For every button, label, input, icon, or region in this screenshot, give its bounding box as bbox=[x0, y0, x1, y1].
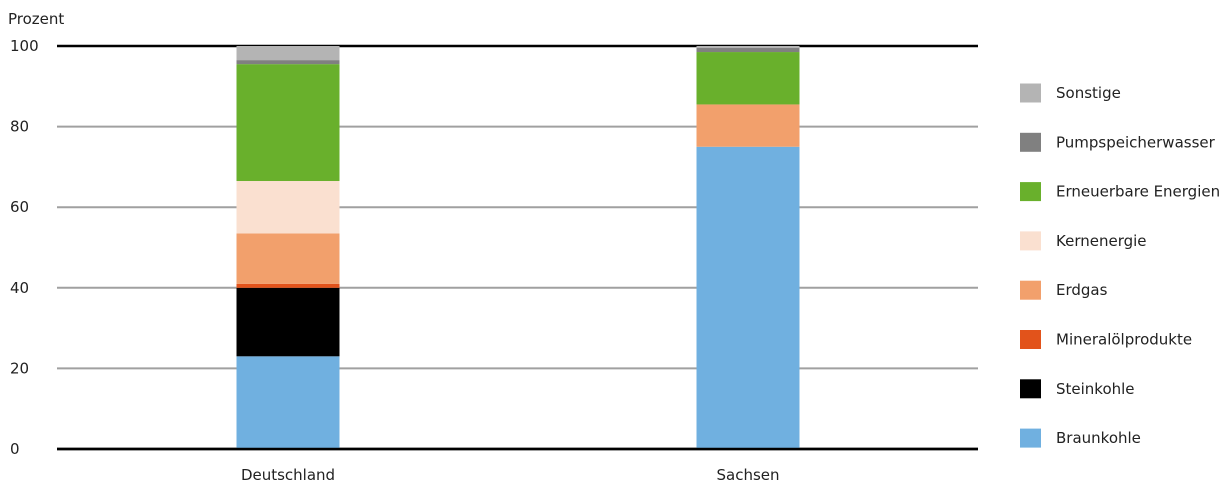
y-tick-label: 80 bbox=[10, 118, 29, 136]
category-label: Deutschland bbox=[241, 466, 335, 484]
grid-lines bbox=[57, 44, 978, 451]
legend-swatch bbox=[1020, 280, 1041, 300]
bar-segment-deutschland-1 bbox=[236, 287, 340, 357]
legend-label: Erdgas bbox=[1056, 281, 1108, 299]
bar-segment-deutschland-2 bbox=[236, 283, 340, 288]
legend-label: Erneuerbare Energien bbox=[1056, 183, 1220, 201]
legend-label: Mineralölprodukte bbox=[1056, 331, 1192, 349]
bar-segment-sachsen-6 bbox=[696, 48, 800, 53]
bar-segment-deutschland-5 bbox=[236, 64, 340, 182]
y-tick-label: 60 bbox=[10, 198, 29, 216]
legend: Sonstige Pumpspeicherwasser Erneuerbare En… bbox=[1020, 83, 1220, 448]
bar-segment-deutschland-7 bbox=[236, 46, 340, 61]
bar-segment-deutschland-0 bbox=[236, 356, 340, 449]
y-tick-labels: 0 20 40 60 80 100 bbox=[10, 37, 39, 458]
legend-swatch bbox=[1020, 83, 1041, 103]
y-axis-title: Prozent bbox=[8, 10, 64, 28]
bar-segment-sachsen-7 bbox=[696, 46, 800, 49]
bar-segment-deutschland-3 bbox=[236, 233, 340, 284]
bars bbox=[57, 46, 978, 451]
legend-label: Steinkohle bbox=[1056, 380, 1135, 398]
category-label: Sachsen bbox=[716, 466, 779, 484]
y-tick-label: 100 bbox=[10, 37, 39, 55]
legend-swatch bbox=[1020, 182, 1041, 202]
legend-swatch bbox=[1020, 330, 1041, 349]
legend-swatch bbox=[1020, 379, 1041, 399]
category-labels: Deutschland Sachsen bbox=[241, 466, 780, 484]
legend-label: Pumpspeicherwasser bbox=[1056, 133, 1216, 151]
bar-segment-sachsen-3 bbox=[696, 104, 800, 147]
legend-label: Kernenergie bbox=[1056, 232, 1147, 250]
y-tick-label: 40 bbox=[10, 279, 29, 297]
bar-segment-sachsen-5 bbox=[696, 52, 800, 105]
legend-swatch bbox=[1020, 428, 1041, 448]
bar-segment-deutschland-4 bbox=[236, 181, 340, 234]
bar-segment-sachsen-0 bbox=[696, 146, 800, 449]
y-tick-label: 20 bbox=[10, 359, 29, 377]
bar-segment-deutschland-6 bbox=[236, 60, 340, 65]
legend-swatch bbox=[1020, 231, 1041, 251]
legend-swatch bbox=[1020, 132, 1041, 152]
y-tick-label: 0 bbox=[10, 440, 20, 458]
legend-label: Braunkohle bbox=[1056, 429, 1141, 447]
legend-label: Sonstige bbox=[1056, 84, 1121, 102]
